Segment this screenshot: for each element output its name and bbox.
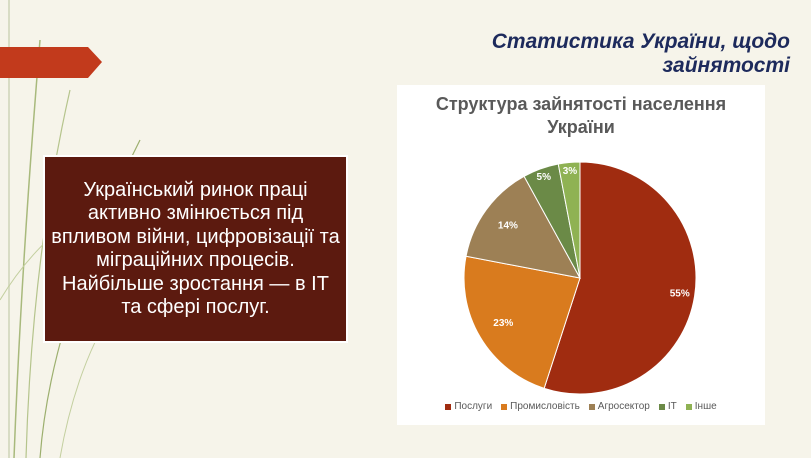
data-label: 55% [670,288,690,299]
chart-title: Структура зайнятості населення України [435,94,727,137]
text: Український ринок праці активно змінюєть… [51,178,340,319]
legend-item: Агросектор [588,401,650,412]
legend-swatch [658,403,665,410]
data-label: 23% [493,318,513,329]
data-label: 3% [563,166,578,177]
legend: Послуги Промисловість Агросектор IT Інше [397,401,765,412]
legend-label: IT [667,401,677,412]
slide-title: Статистика України, щодо зайнятості [491,30,790,77]
text-box: Український ринок праці активно змінюєть… [43,155,348,343]
legend-swatch [501,403,508,410]
legend-label: Агросектор [597,401,650,412]
chart: 55% 23% 14% 5% 3% Структура зайнятості насел… [397,85,765,425]
legend-label: Інше [694,401,717,412]
legend-label: Послуги [454,401,493,412]
legend-swatch [445,403,452,410]
legend-swatch [588,403,595,410]
pie-slice [463,255,581,389]
legend-item: Промисловість [501,401,580,412]
legend-item: Послуги [445,401,492,412]
legend-label: Промисловість [510,401,580,412]
data-label: 5% [537,172,552,183]
legend-item: Інше [685,401,717,412]
legend-item: IT [658,401,677,412]
data-label: 14% [498,220,518,231]
pie-area: 55% 23% 14% 5% 3% [463,161,697,395]
pie-slice [543,161,697,395]
pie-slice [465,175,581,279]
pie-slice [557,161,581,279]
legend-swatch [685,403,692,410]
